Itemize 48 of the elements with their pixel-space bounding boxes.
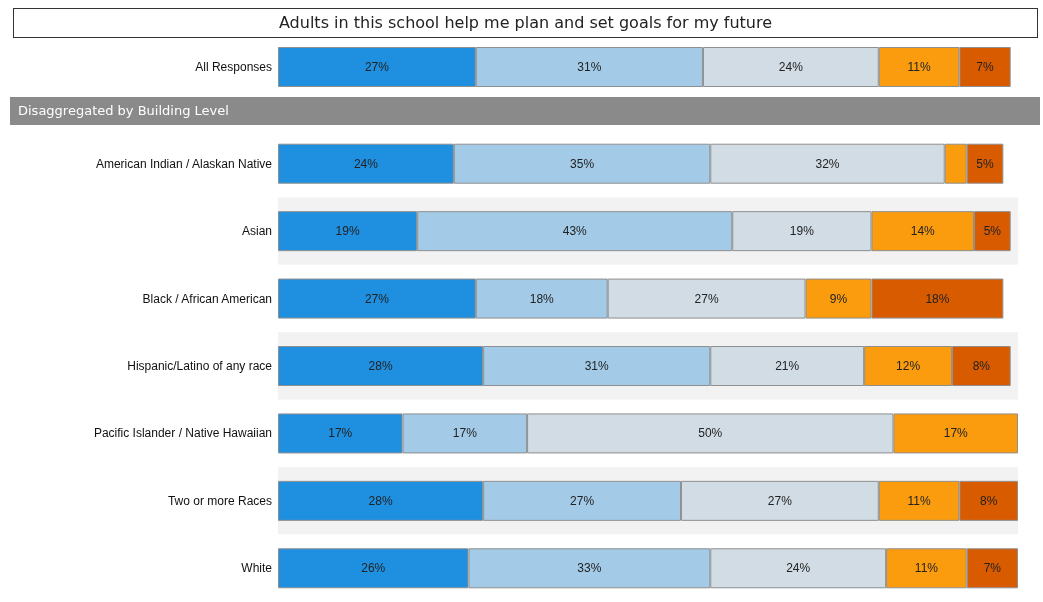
data-label: 27% — [364, 291, 390, 306]
y-tick-label: Pacific Islander / Native Hawaiian — [93, 426, 272, 441]
data-label: 28% — [368, 493, 393, 508]
data-label: 27% — [364, 60, 390, 74]
data-label: 31% — [584, 359, 610, 373]
data-label: 32% — [815, 156, 840, 171]
data-label: 8% — [980, 493, 998, 508]
data-label: 43% — [562, 224, 588, 239]
data-label: 17% — [943, 426, 969, 441]
data-label: 19% — [335, 224, 360, 239]
data-label: 17% — [452, 426, 478, 441]
data-label: 18% — [529, 291, 555, 306]
y-tick-label: Black / African American — [142, 291, 272, 306]
data-label: 14% — [910, 224, 936, 239]
data-label: 21% — [775, 359, 800, 373]
data-label: 7% — [983, 561, 1002, 576]
data-label: 7% — [976, 60, 995, 74]
data-label: 24% — [353, 156, 379, 171]
y-tick-label: American Indian / Alaskan Native — [95, 156, 273, 171]
data-label: 11% — [907, 493, 931, 508]
y-tick-label: Two or more Races — [167, 493, 272, 508]
data-label: 26% — [361, 561, 386, 576]
data-label: 8% — [972, 359, 991, 373]
data-label: 11% — [907, 60, 931, 74]
data-label: 33% — [577, 561, 602, 576]
data-label: 24% — [778, 60, 804, 74]
data-label: 9% — [829, 291, 848, 306]
y-tick-label: White — [241, 561, 273, 576]
data-label: 27% — [694, 291, 719, 306]
y-tick-label: Hispanic/Latino of any race — [127, 359, 273, 373]
data-label: 31% — [577, 60, 602, 74]
data-label: 5% — [983, 224, 1002, 239]
data-label: 18% — [925, 291, 950, 306]
data-label: 11% — [914, 561, 939, 576]
data-label: 17% — [328, 426, 353, 441]
data-label: 28% — [368, 359, 393, 373]
data-label: 24% — [786, 561, 811, 576]
data-label: 27% — [767, 493, 793, 508]
data-label: 50% — [698, 426, 723, 441]
section-header: Disaggregated by Building Level — [10, 97, 1040, 125]
data-label: 5% — [976, 156, 995, 171]
data-label: 19% — [789, 224, 815, 239]
data-label: 12% — [896, 359, 921, 373]
chart-title: Adults in this school help me plan and set goals for my future — [13, 8, 1038, 38]
data-label: 35% — [570, 156, 595, 171]
y-tick-label: Asian — [241, 224, 272, 239]
y-tick-label: All Responses — [195, 60, 272, 74]
data-label: 27% — [570, 493, 595, 508]
